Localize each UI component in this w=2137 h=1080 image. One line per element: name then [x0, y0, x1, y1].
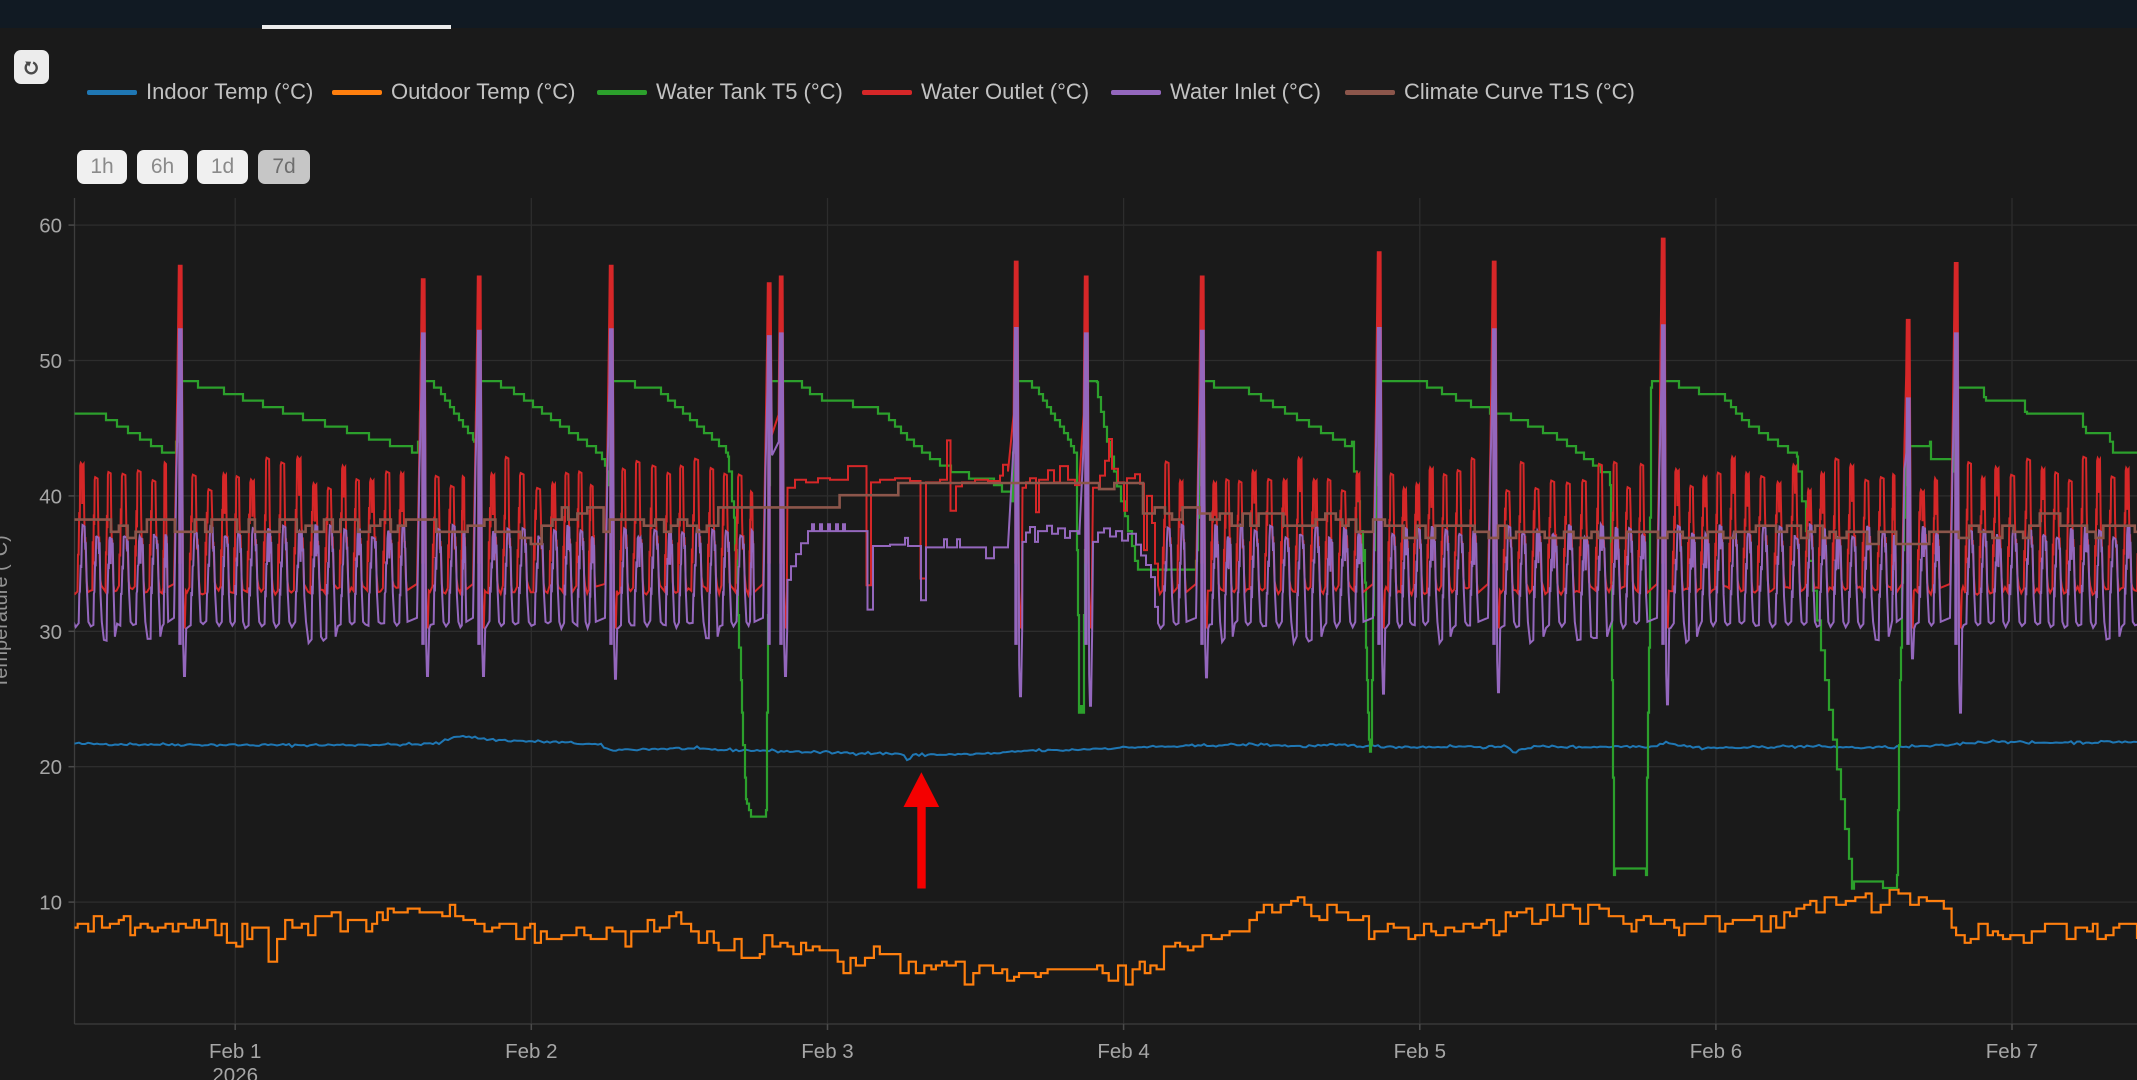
- svg-text:30: 30: [39, 621, 62, 644]
- svg-text:Feb 1: Feb 1: [209, 1040, 261, 1063]
- svg-text:50: 50: [39, 350, 62, 373]
- svg-text:Feb 2: Feb 2: [505, 1040, 557, 1063]
- svg-text:20: 20: [39, 756, 62, 779]
- svg-text:40: 40: [39, 485, 62, 508]
- svg-text:10: 10: [39, 892, 62, 915]
- svg-text:2026: 2026: [212, 1064, 258, 1080]
- svg-text:Feb 7: Feb 7: [1986, 1040, 2038, 1063]
- svg-text:Feb 3: Feb 3: [801, 1040, 853, 1063]
- svg-text:Temperature (°C): Temperature (°C): [0, 535, 12, 689]
- svg-text:Feb 4: Feb 4: [1097, 1040, 1149, 1063]
- svg-text:Feb 5: Feb 5: [1394, 1040, 1446, 1063]
- svg-text:Feb 6: Feb 6: [1690, 1040, 1742, 1063]
- svg-text:60: 60: [39, 215, 62, 238]
